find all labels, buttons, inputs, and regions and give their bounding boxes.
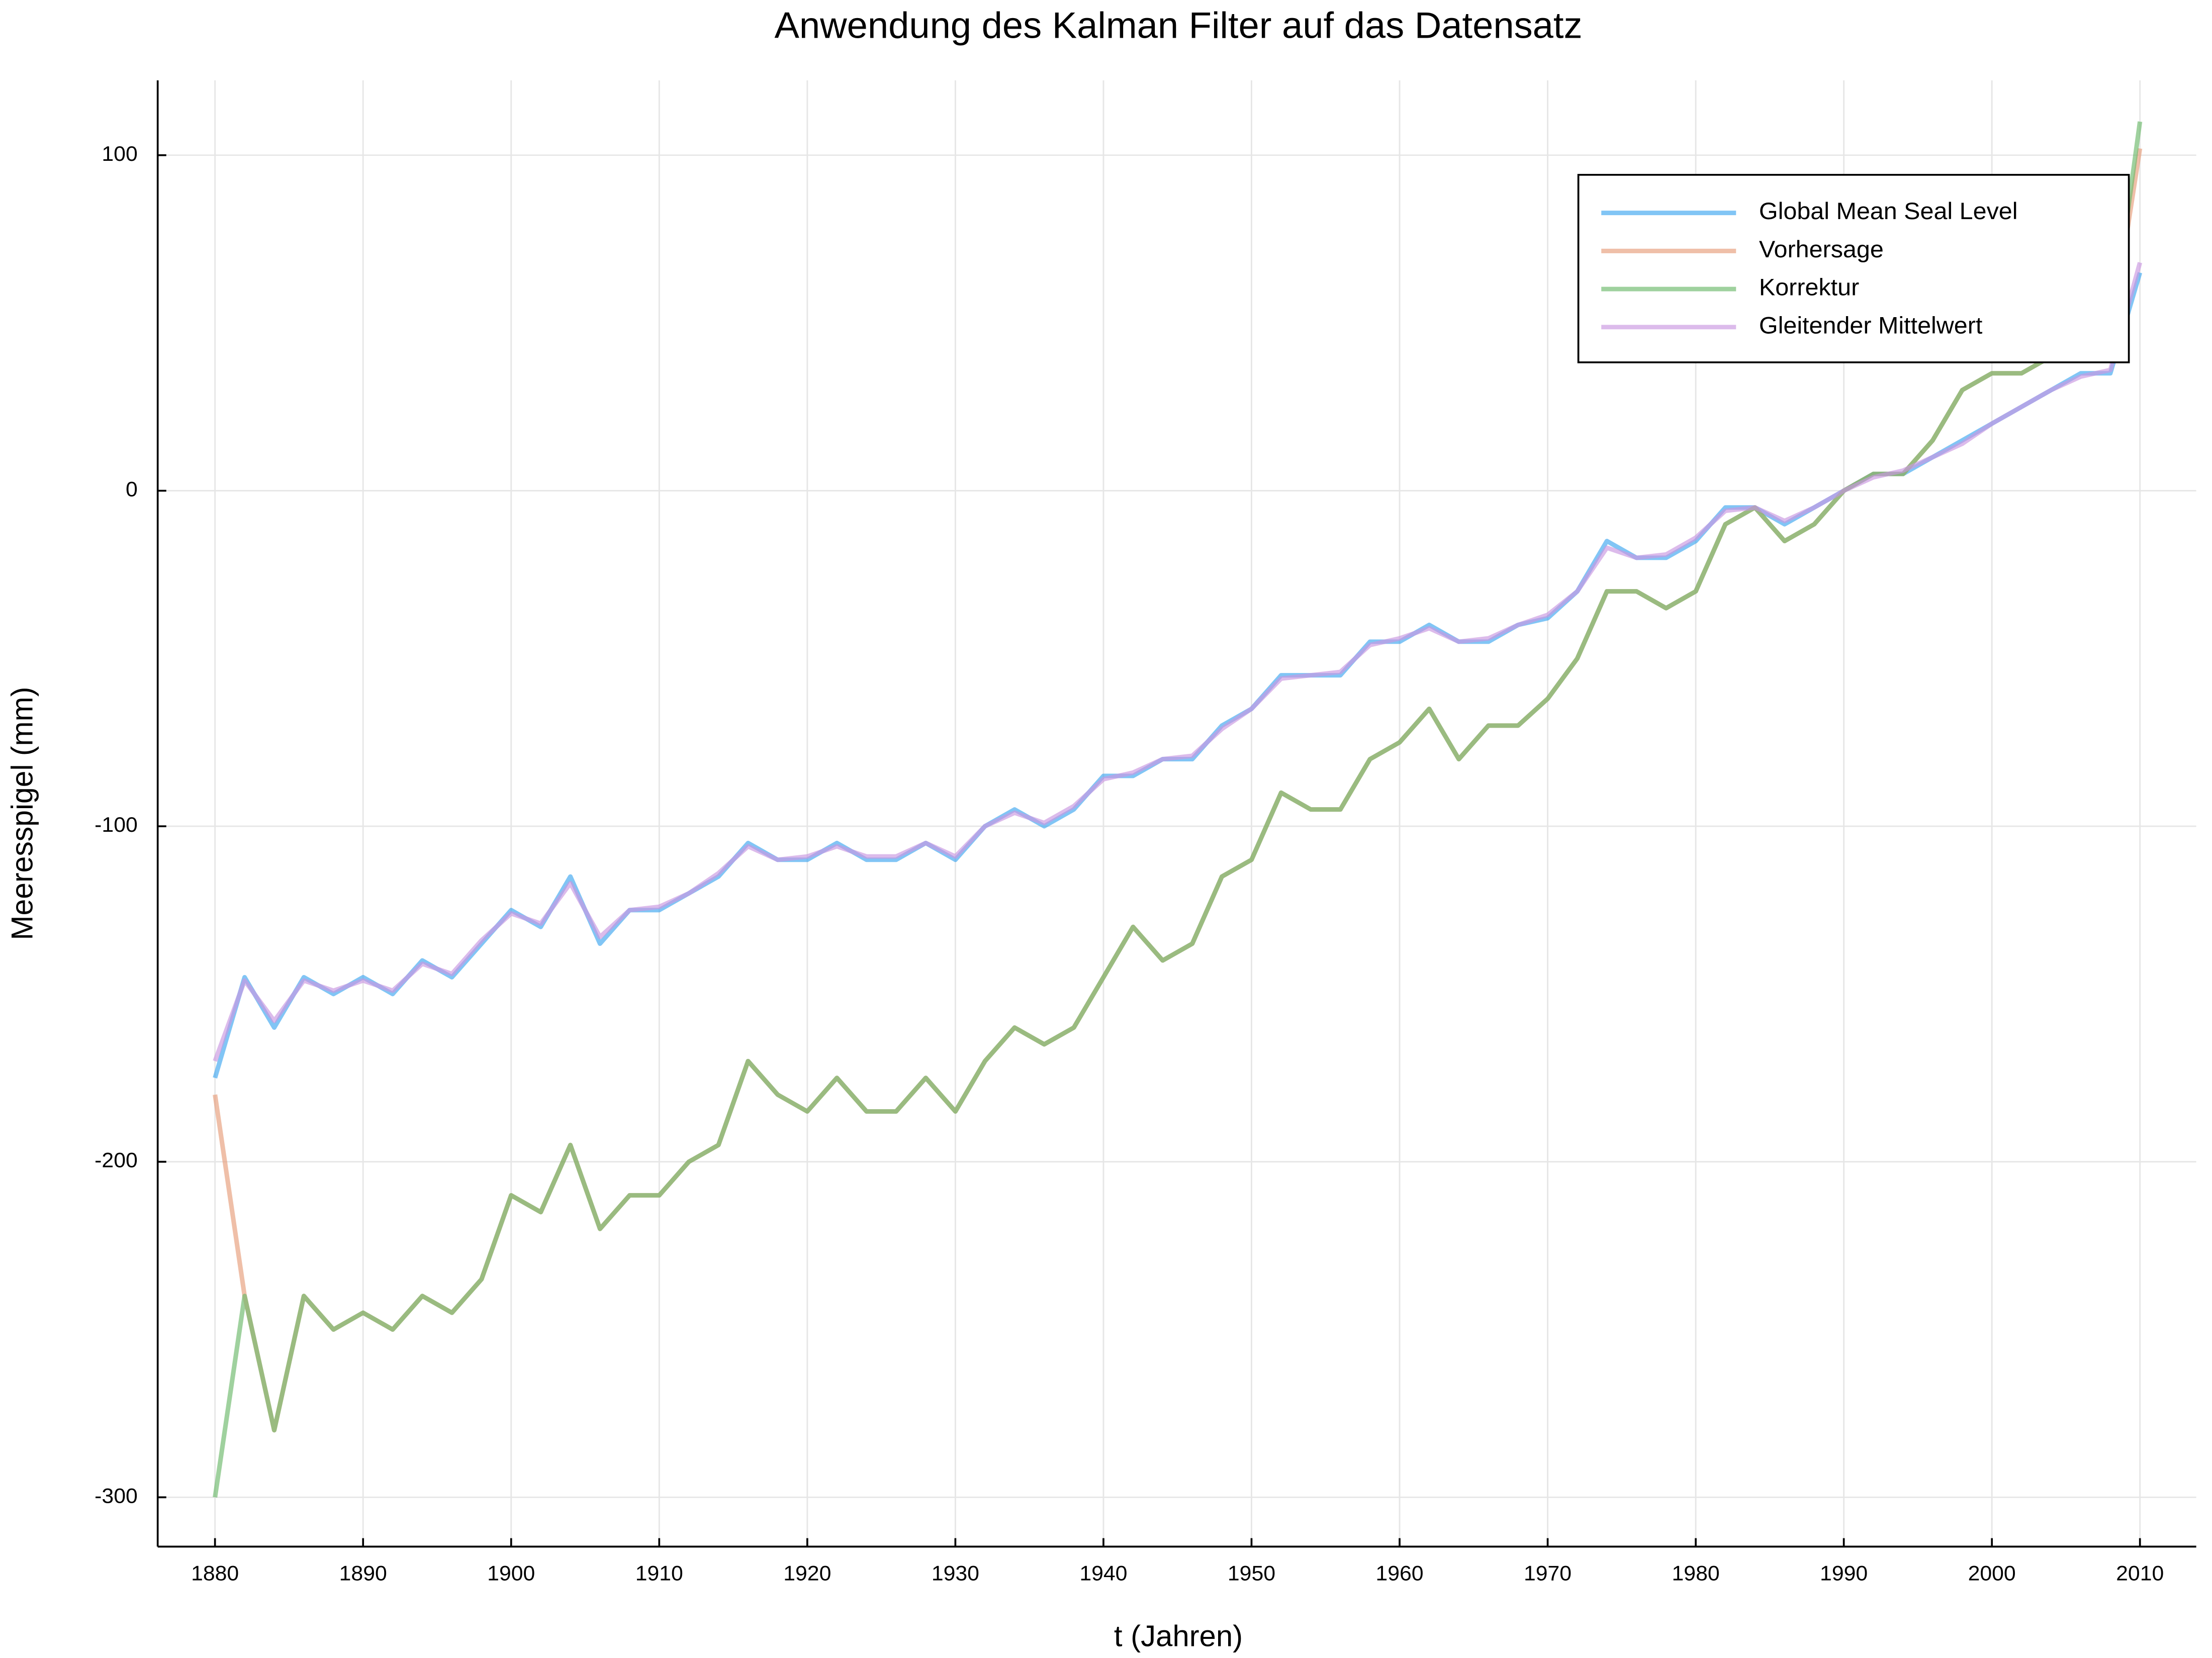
y-tick-label: 100 xyxy=(102,142,137,165)
x-tick-label: 1960 xyxy=(1375,1562,1423,1585)
x-tick-label: 1980 xyxy=(1672,1562,1720,1585)
x-tick-label: 1910 xyxy=(635,1562,683,1585)
chart-title: Anwendung des Kalman Filter auf das Date… xyxy=(774,5,1582,46)
x-tick-label: 1940 xyxy=(1079,1562,1127,1585)
x-tick-label: 2010 xyxy=(2116,1562,2164,1585)
x-tick-label: 1970 xyxy=(1524,1562,1572,1585)
x-tick-label: 1930 xyxy=(932,1562,979,1585)
legend-label: Korrektur xyxy=(1759,274,1859,301)
x-tick-label: 1890 xyxy=(339,1562,387,1585)
series-line xyxy=(213,262,2143,1062)
x-tick-label: 2000 xyxy=(1968,1562,2016,1585)
y-axis-label: Meeresspigel (mm) xyxy=(5,687,39,940)
y-tick-label: -300 xyxy=(95,1484,138,1508)
x-axis-label: t (Jahren) xyxy=(1114,1619,1243,1652)
legend-label: Vorhersage xyxy=(1759,236,1884,263)
x-tick-label: 1920 xyxy=(783,1562,831,1585)
series-line xyxy=(213,121,2143,1498)
x-tick-label: 1990 xyxy=(1820,1562,1868,1585)
series-line xyxy=(213,272,2143,1079)
legend: Global Mean Seal Level Vorhersage Korrektu… xyxy=(1577,174,2130,363)
x-tick-label: 1880 xyxy=(191,1562,239,1585)
legend-label: Gleitender Mittelwert xyxy=(1759,312,1982,339)
x-tick-label: 1950 xyxy=(1228,1562,1275,1585)
y-tick-label: 0 xyxy=(126,477,138,501)
legend-box xyxy=(1577,174,2130,363)
x-tick-label: 1900 xyxy=(487,1562,535,1585)
legend-label: Global Mean Seal Level xyxy=(1759,198,2018,225)
y-tick-label: -200 xyxy=(95,1148,138,1172)
y-tick-label: -100 xyxy=(95,813,138,836)
